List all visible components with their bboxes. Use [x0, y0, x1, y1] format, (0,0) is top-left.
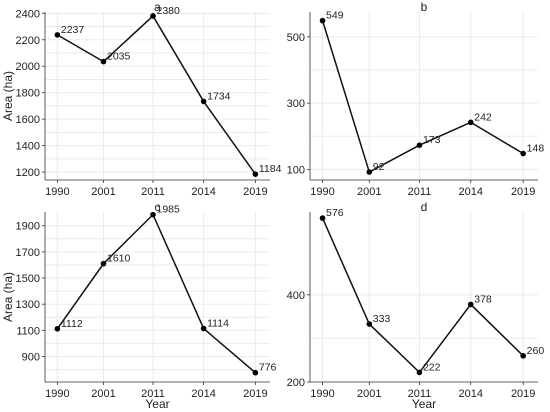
data-label: 378 [474, 293, 492, 305]
data-label: 1184 [259, 163, 282, 175]
x-tick-label: 2011 [141, 186, 165, 198]
data-label: 776 [259, 362, 277, 374]
data-label: 1112 [61, 318, 83, 330]
data-point [150, 211, 156, 218]
panel-b: 100 300 500 1990 2001 2011 2014 2019 549 92 173 242… [287, 0, 545, 198]
data-label: 1985 [157, 204, 181, 216]
data-point [54, 32, 61, 38]
panel-title: b [421, 0, 428, 14]
data-label: 333 [373, 313, 391, 325]
data-point [366, 169, 373, 175]
y-tick-label: 1100 [16, 325, 40, 337]
y-tick-label: 1900 [16, 221, 40, 233]
y-tick-label: 1300 [16, 299, 40, 311]
x-tick-label: 1990 [310, 388, 334, 400]
y-axis-label: Area (ha) [1, 71, 15, 121]
data-label: 2380 [157, 5, 181, 17]
x-tick-label: 2011 [408, 186, 432, 198]
data-label: 92 [373, 161, 385, 173]
y-tick-label: 200 [287, 377, 305, 389]
data-label: 2035 [107, 51, 131, 63]
x-tick-label: 1990 [45, 186, 69, 198]
data-label: 222 [423, 361, 441, 373]
panel-title: c [155, 200, 161, 214]
series-line [321, 20, 524, 174]
data-label: 173 [423, 134, 441, 146]
y-tick-label: 1700 [16, 247, 40, 259]
x-tick-label: 2001 [91, 388, 115, 400]
data-point [100, 58, 107, 65]
x-tick-label: 2001 [357, 388, 381, 400]
data-point [416, 142, 423, 149]
y-axis-label: Area (ha) [1, 272, 15, 322]
data-point [150, 13, 156, 19]
data-point [54, 325, 61, 332]
panel-c: 900 1100 1300 1500 1700 1900 1990 2001 2011 2014 2… [1, 200, 277, 411]
y-tick-label: 400 [287, 290, 305, 302]
data-point [252, 369, 259, 376]
y-tick-label: 100 [287, 164, 305, 176]
data-label: 148 [527, 142, 545, 154]
data-point [200, 325, 207, 332]
data-point [100, 260, 107, 267]
x-tick-label: 2011 [141, 388, 165, 400]
panel-d: 200 400 1990 2001 2011 2014 2019 576 333 222 378 26… [287, 200, 545, 411]
data-point [520, 353, 526, 359]
data-label: 2237 [61, 24, 85, 36]
y-tick-label: 2400 [16, 8, 40, 20]
x-tick-label: 2001 [91, 186, 115, 198]
data-label: 260 [527, 345, 545, 357]
data-label: 242 [474, 111, 492, 123]
data-point [416, 369, 423, 376]
data-label: 549 [326, 10, 344, 22]
data-label: 576 [326, 207, 344, 219]
x-tick-label: 2019 [511, 186, 535, 198]
y-tick-label: 2200 [16, 35, 40, 47]
x-tick-label: 2019 [511, 388, 535, 400]
data-point [319, 17, 326, 24]
y-tick-label: 1800 [16, 88, 40, 100]
data-point [520, 150, 526, 157]
x-tick-label: 2014 [191, 186, 215, 198]
data-label: 1610 [107, 253, 131, 265]
data-point [200, 98, 207, 105]
x-tick-label: 2014 [458, 186, 482, 198]
x-tick-label: 2019 [243, 186, 267, 198]
data-point [467, 301, 474, 308]
x-axis-label: Year [412, 397, 436, 411]
x-tick-label: 1990 [310, 186, 334, 198]
y-tick-label: 2000 [16, 61, 40, 73]
y-tick-label: 300 [287, 98, 305, 110]
y-tick-label: 1200 [16, 167, 40, 179]
data-point [366, 321, 373, 327]
x-tick-label: 2014 [458, 388, 482, 400]
data-label: 1734 [207, 90, 231, 102]
x-tick-label: 2001 [357, 186, 381, 198]
panel-title: a [154, 0, 161, 14]
data-point [319, 215, 326, 221]
x-tick-label: 1990 [45, 388, 69, 400]
y-tick-label: 1600 [16, 114, 40, 126]
panel-a: 1200 1400 1600 1800 2000 2200 2400 1990 2001 2011… [1, 0, 282, 198]
panel-title: d [421, 200, 428, 214]
x-tick-label: 2011 [408, 388, 432, 400]
data-label: 1114 [207, 318, 229, 330]
data-point [252, 171, 259, 177]
x-tick-label: 2019 [243, 388, 267, 400]
y-tick-label: 500 [287, 32, 305, 44]
data-point [467, 119, 474, 126]
y-tick-label: 900 [22, 352, 40, 364]
y-tick-label: 1500 [16, 273, 40, 285]
y-tick-label: 1400 [16, 141, 40, 153]
x-tick-label: 2014 [191, 388, 215, 400]
x-axis-label: Year [145, 397, 169, 411]
